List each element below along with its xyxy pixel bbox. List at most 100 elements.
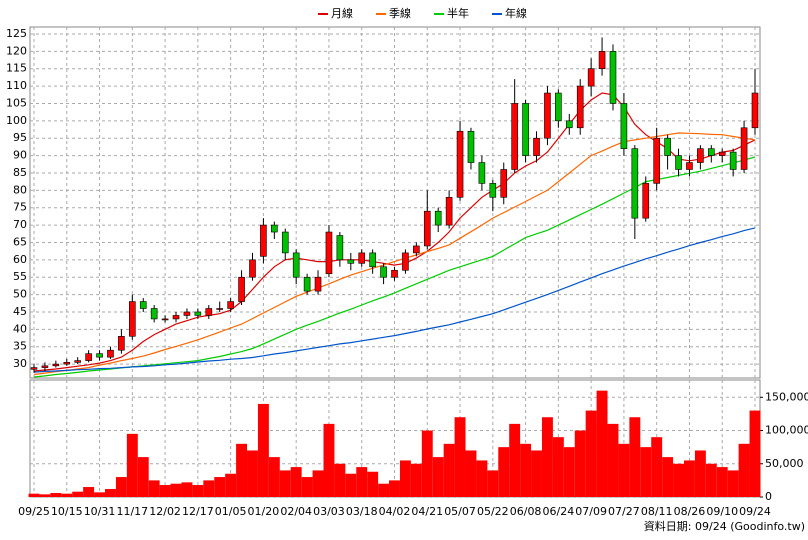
x-tick-label: 11/17 [116, 505, 148, 518]
candle-body [74, 360, 81, 363]
volume-bar [137, 457, 149, 497]
volume-bar [61, 493, 73, 497]
y-tick-label: 80 [13, 183, 27, 196]
volume-bar [225, 473, 237, 497]
y-tick-label: 90 [13, 149, 27, 162]
candle-body [522, 103, 529, 156]
candle-body [631, 148, 639, 219]
x-tick-label: 03/18 [346, 505, 378, 518]
volume-bar [694, 450, 706, 497]
y-tick-label: 110 [6, 79, 27, 92]
y-tick-label: 100,000 [765, 424, 808, 437]
y-tick-label: 45 [13, 305, 27, 318]
y-tick-label: 70 [13, 218, 27, 231]
candle-body [708, 148, 715, 156]
volume-bar [334, 463, 346, 497]
y-tick-label: 35 [13, 340, 27, 353]
x-tick-label: 12/17 [182, 505, 214, 518]
candle-body [675, 155, 682, 170]
candle-body [544, 92, 551, 139]
volume-bar [476, 460, 488, 497]
volume-bar [257, 403, 269, 497]
candle-body [533, 137, 540, 156]
candle-body [642, 183, 650, 219]
candle-body [653, 137, 660, 184]
x-tick-label: 10/15 [51, 505, 83, 518]
volume-bar [509, 423, 521, 497]
volume-bar [487, 470, 499, 497]
y-tick-label: 95 [13, 131, 27, 144]
x-tick-label: 05/07 [444, 505, 476, 518]
candle-body [85, 353, 92, 361]
volume-bar [378, 483, 390, 497]
y-tick-label: 0 [765, 490, 772, 503]
volume-bar [105, 489, 116, 497]
candle-body [434, 210, 442, 226]
volume-bar [399, 460, 411, 497]
x-tick-label: 07/27 [608, 505, 640, 518]
candle-body [751, 92, 759, 129]
candle-body [489, 183, 497, 198]
volume-bar [651, 437, 663, 497]
candle-body [271, 224, 278, 233]
volume-bar [115, 477, 127, 497]
volume-bar [563, 447, 575, 497]
x-tick-label: 02/04 [280, 505, 312, 518]
volume-bar [290, 467, 302, 497]
legend-label: 季線 [389, 6, 411, 20]
volume-bar [159, 485, 171, 497]
candle-body [314, 276, 322, 292]
candle-body [445, 196, 453, 226]
candle-body [511, 103, 518, 170]
candle-body [729, 151, 737, 170]
x-tick-label: 07/09 [575, 505, 607, 518]
volume-bar [552, 437, 564, 497]
y-tick-label: 120 [6, 44, 27, 57]
ma-line [33, 227, 756, 373]
volume-bar [170, 483, 182, 497]
x-tick-label: 01/05 [215, 505, 247, 518]
volume-bar [389, 480, 400, 497]
y-tick-label: 100 [6, 114, 27, 127]
volume-bar [498, 447, 510, 497]
legend-label: 年線 [505, 6, 527, 20]
candle-body [369, 252, 376, 268]
volume-bar [727, 470, 739, 497]
volume-bar [421, 430, 433, 497]
candle-body [718, 151, 726, 156]
volume-bar [39, 494, 51, 497]
x-tick-label: 06/24 [543, 505, 575, 518]
volume-bar [738, 443, 750, 497]
volume-bar [312, 470, 324, 497]
candle-body [41, 365, 49, 368]
volume-bar [629, 417, 641, 497]
y-tick-label: 50 [13, 288, 27, 301]
y-tick-label: 40 [13, 322, 27, 335]
volume-bar [356, 467, 368, 497]
volume-bar [454, 417, 466, 497]
candle-body [598, 51, 606, 70]
candle-body [129, 301, 136, 337]
candle-body [456, 130, 464, 198]
candle-body [30, 367, 38, 370]
candle-body [664, 137, 671, 156]
candle-body [183, 311, 191, 316]
legend-label: 月線 [331, 6, 353, 20]
candle-body [336, 235, 344, 261]
ma-line [33, 92, 756, 372]
volume-bar [662, 457, 674, 497]
candle-body [325, 231, 333, 275]
volume-bar [596, 390, 608, 497]
volume-bar [541, 417, 553, 497]
candle-body [686, 162, 693, 170]
x-tick-label: 09/24 [739, 505, 771, 518]
volume-bar [148, 480, 160, 497]
candle-body [467, 130, 475, 163]
candle-body [587, 68, 595, 87]
x-tick-label: 04/21 [411, 505, 443, 518]
volume-bar [443, 443, 455, 497]
volume-bar [367, 471, 379, 497]
candle-body [52, 363, 60, 367]
candle-body [150, 308, 158, 320]
footnote: 資料日期: 09/24 (Goodinfo.tw) [644, 519, 805, 533]
